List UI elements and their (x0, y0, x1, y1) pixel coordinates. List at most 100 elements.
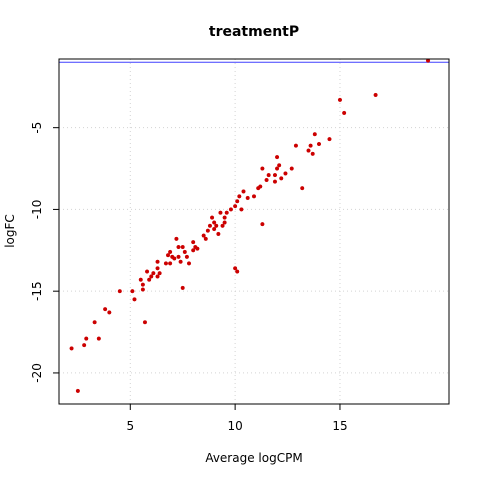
data-point (272, 173, 278, 178)
data-point (275, 155, 280, 160)
y-tick-label: -10 (30, 200, 44, 220)
data-point (237, 194, 242, 199)
data-point (260, 222, 265, 227)
chart-title: treatmentP (209, 24, 299, 40)
plot-frame (58, 58, 450, 405)
data-point (222, 215, 227, 220)
data-point (222, 220, 227, 225)
data-point (308, 143, 313, 148)
data-point (117, 289, 122, 294)
data-point (84, 336, 89, 341)
y-axis-label: logFC (3, 214, 17, 248)
data-point (279, 176, 284, 181)
data-point (140, 282, 145, 287)
data-point (107, 310, 112, 315)
data-point (142, 320, 148, 325)
data-point (191, 240, 196, 245)
data-point (275, 166, 280, 171)
data-point (251, 194, 257, 199)
data-point (82, 343, 87, 348)
data-point (130, 289, 135, 294)
data-point (207, 223, 213, 228)
data-point (140, 287, 145, 292)
axes: 5 10 15 -5 -10 -15 -20 (30, 122, 348, 433)
data-point (218, 210, 223, 215)
data-point (212, 226, 217, 232)
data-point (180, 244, 185, 250)
data-point (235, 199, 240, 204)
data-point (96, 336, 101, 341)
data-point (182, 249, 187, 254)
data-point (178, 259, 183, 264)
data-point (203, 236, 208, 241)
data-point (201, 233, 206, 238)
data-point (210, 215, 215, 220)
data-point (241, 189, 246, 194)
data-point (69, 346, 74, 351)
data-point (373, 92, 378, 98)
y-tick-label: -5 (30, 122, 44, 134)
data-point (149, 274, 154, 279)
data-point (327, 137, 332, 142)
data-point (138, 277, 143, 282)
data-point (155, 259, 160, 264)
data-point (165, 253, 171, 258)
data-point (272, 179, 278, 184)
data-point (172, 256, 177, 261)
data-point (235, 269, 240, 274)
data-point (186, 261, 192, 266)
data-point (212, 220, 217, 225)
data-point (176, 244, 181, 250)
data-point (145, 269, 150, 274)
data-point (168, 249, 173, 254)
data-point (312, 132, 317, 137)
data-point (258, 184, 263, 189)
data-point (176, 254, 181, 259)
data-point (260, 166, 265, 171)
data-point (220, 223, 225, 228)
x-tick-label: 15 (332, 419, 347, 433)
data-point (157, 271, 162, 276)
data-point (132, 297, 137, 302)
data-point (266, 173, 271, 178)
data-point (195, 246, 200, 251)
x-tick-label: 5 (126, 419, 134, 433)
data-point (75, 388, 80, 393)
data-point (277, 163, 282, 168)
data-point (316, 141, 322, 147)
data-point (337, 97, 343, 102)
data-point (293, 143, 298, 148)
y-tick-label: -15 (30, 281, 44, 301)
data-point (147, 277, 152, 282)
data-point (205, 228, 210, 233)
data-point (228, 207, 233, 212)
y-tick-label: -20 (30, 363, 44, 383)
data-point (264, 177, 269, 183)
data-point (168, 261, 173, 266)
data-point (233, 266, 238, 271)
data-point (342, 110, 347, 116)
data-point (239, 207, 244, 212)
data-point (245, 195, 250, 201)
data-point (300, 186, 305, 191)
x-tick-label: 10 (227, 419, 242, 433)
data-point (151, 271, 156, 276)
data-point (214, 223, 219, 228)
data-point (155, 266, 160, 271)
data-point (224, 210, 229, 215)
data-points (69, 58, 431, 393)
data-point (103, 307, 108, 312)
data-point (92, 320, 97, 325)
data-point (306, 148, 311, 153)
x-axis-label: Average logCPM (205, 451, 302, 465)
data-point (191, 248, 196, 253)
data-point (174, 236, 179, 241)
data-point (283, 171, 288, 176)
data-point (180, 285, 185, 290)
data-point (233, 204, 238, 209)
grid-lines (59, 59, 449, 404)
data-point (155, 274, 160, 279)
data-point (163, 261, 168, 266)
data-point (184, 254, 189, 259)
